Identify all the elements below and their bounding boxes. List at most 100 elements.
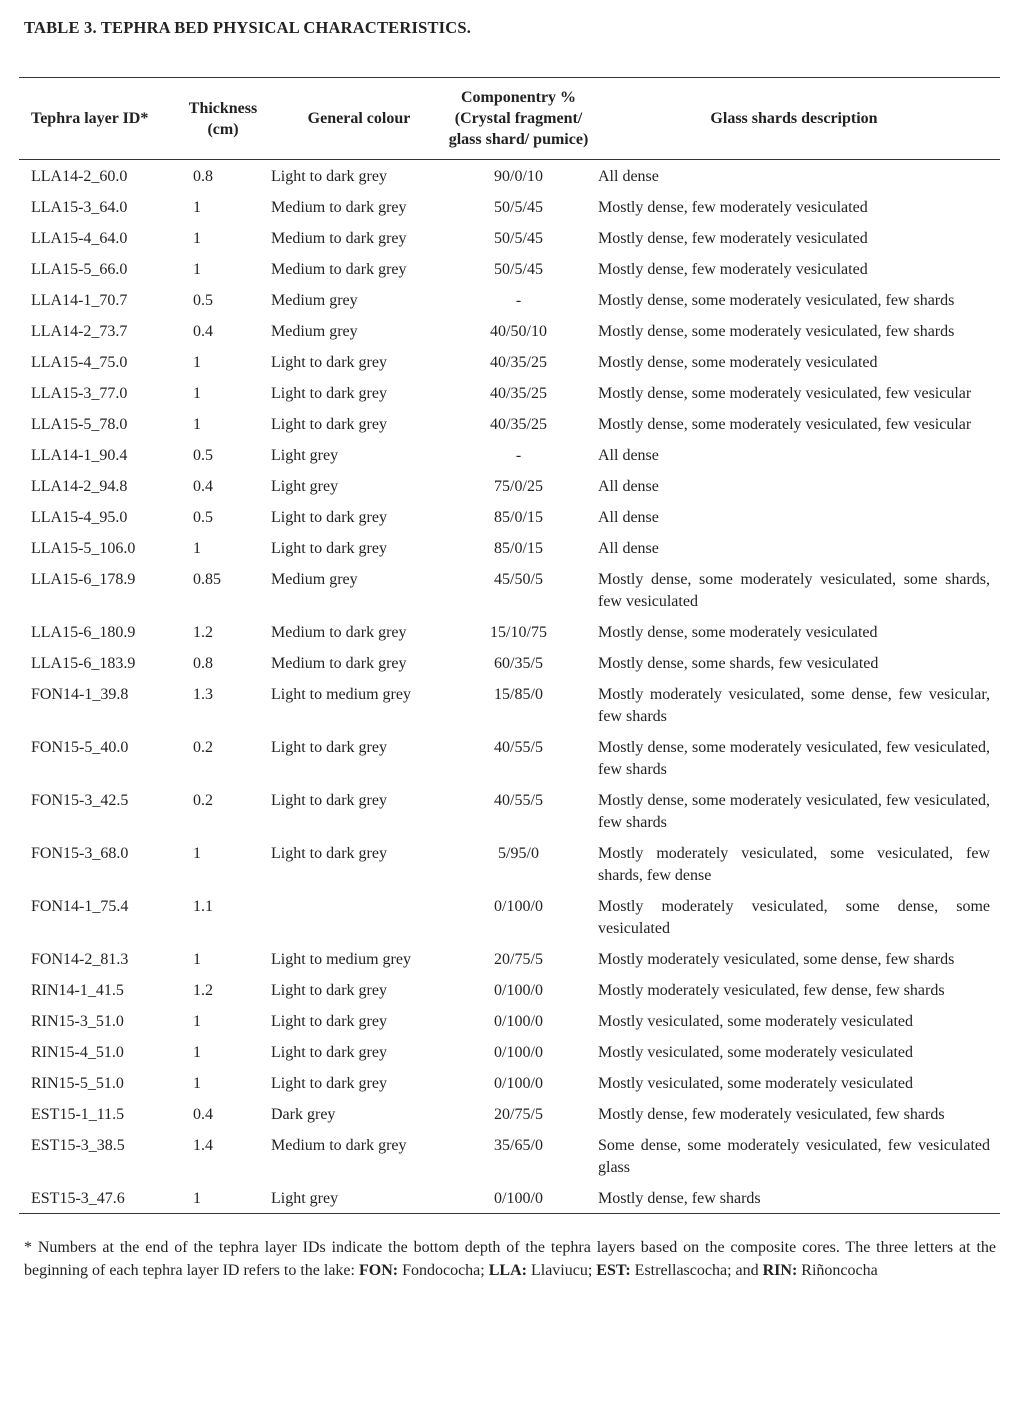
- cell-componentry: 85/0/15: [494, 509, 543, 526]
- cell-thickness: 1: [193, 261, 201, 278]
- cell-description: All dense: [598, 168, 659, 185]
- cell-layer-id: LLA14-2_60.0: [31, 168, 128, 185]
- header-thickness: Thickness (cm): [179, 77, 267, 160]
- cell-description: Mostly moderately vesiculated, few dense…: [598, 982, 945, 999]
- cell-componentry: 40/55/5: [494, 792, 543, 809]
- cell-colour: Light to dark grey: [271, 168, 387, 185]
- header-id: Tephra layer ID*: [19, 77, 179, 160]
- cell-description: Some dense, some moderately vesiculated,…: [598, 1137, 990, 1176]
- cell-componentry: 40/35/25: [490, 416, 547, 433]
- cell-description: Mostly moderately vesiculated, some vesi…: [598, 845, 990, 884]
- cell-thickness: 1.2: [193, 982, 213, 999]
- cell-description: Mostly dense, few moderately vesiculated: [598, 230, 868, 247]
- header-description: Glass shards description: [590, 77, 1000, 160]
- table-row: LLA15-3_64.0 1 Medium to dark grey 50/5/45 M…: [19, 191, 1000, 222]
- cell-componentry: 0/100/0: [494, 898, 543, 915]
- cell-componentry: 85/0/15: [494, 540, 543, 557]
- cell-description: All dense: [598, 540, 659, 557]
- cell-componentry: 50/5/45: [494, 261, 543, 278]
- table-row: LLA14-1_90.4 0.5 Light grey - All dense: [19, 439, 1000, 470]
- cell-description: Mostly dense, some moderately vesiculate…: [598, 792, 990, 831]
- cell-componentry: 15/10/75: [490, 624, 547, 641]
- table-row: FON14-1_39.8 1.3 Light to medium grey 15/85…: [19, 678, 1000, 731]
- cell-layer-id: FON14-1_75.4: [31, 898, 129, 915]
- cell-description: Mostly dense, some moderately vesiculate…: [598, 323, 955, 340]
- cell-thickness: 0.5: [193, 447, 213, 464]
- cell-componentry: 40/50/10: [490, 323, 547, 340]
- cell-layer-id: LLA15-4_95.0: [31, 509, 128, 526]
- cell-thickness: 1: [193, 951, 201, 968]
- cell-colour: Light to dark grey: [271, 982, 387, 999]
- cell-thickness: 0.5: [193, 509, 213, 526]
- table-row: EST15-3_47.6 1 Light grey 0/100/0 Mostly den…: [19, 1182, 1000, 1214]
- table-row: LLA14-2_73.7 0.4 Medium grey 40/50/10 Mostly…: [19, 315, 1000, 346]
- header-colour: General colour: [267, 77, 447, 160]
- cell-thickness: 1: [193, 230, 201, 247]
- table-row: EST15-1_11.5 0.4 Dark grey 20/75/5 Mostly de…: [19, 1098, 1000, 1129]
- cell-componentry: 5/95/0: [498, 845, 539, 862]
- cell-componentry: 0/100/0: [494, 1013, 543, 1030]
- cell-componentry: 0/100/0: [494, 1044, 543, 1061]
- table-row: LLA15-6_178.9 0.85 Medium grey 45/50/5 Mostl…: [19, 563, 1000, 616]
- cell-thickness: 1: [193, 1075, 201, 1092]
- cell-componentry: 50/5/45: [494, 230, 543, 247]
- cell-colour: Light to dark grey: [271, 1044, 387, 1061]
- cell-layer-id: LLA15-5_78.0: [31, 416, 128, 433]
- cell-layer-id: EST15-3_47.6: [31, 1190, 125, 1207]
- cell-layer-id: LLA14-2_73.7: [31, 323, 128, 340]
- table-row: FON15-5_40.0 0.2 Light to dark grey 40/55/5…: [19, 731, 1000, 784]
- cell-colour: Light to dark grey: [271, 416, 387, 433]
- table-title: TABLE 3. TEPHRA BED PHYSICAL CHARACTERIS…: [24, 18, 472, 37]
- cell-layer-id: LLA15-4_75.0: [31, 354, 128, 371]
- cell-colour: Light to medium grey: [271, 951, 411, 968]
- footnote-code-rin: RIN:: [762, 1262, 798, 1279]
- cell-description: Mostly moderately vesiculated, some dens…: [598, 686, 990, 725]
- cell-thickness: 1: [193, 540, 201, 557]
- cell-thickness: 1: [193, 1013, 201, 1030]
- table-row: LLA15-5_66.0 1 Medium to dark grey 50/5/45 M…: [19, 253, 1000, 284]
- table-row: FON14-1_75.4 1.1 0/100/0 Mostly moderately …: [19, 890, 1000, 943]
- cell-description: Mostly dense, some moderately vesiculate…: [598, 416, 972, 433]
- table-row: LLA14-2_60.0 0.8 Light to dark grey 90/0/10…: [19, 160, 1000, 192]
- cell-colour: Light to dark grey: [271, 1013, 387, 1030]
- cell-colour: Light grey: [271, 1190, 339, 1207]
- cell-layer-id: FON15-3_42.5: [31, 792, 129, 809]
- cell-thickness: 0.2: [193, 739, 213, 756]
- footnote-name-rin: Riñoncocha: [797, 1262, 878, 1279]
- cell-colour: Medium grey: [271, 571, 358, 588]
- cell-description: All dense: [598, 447, 659, 464]
- header-componentry: Componentry % (Crystal fragment/ glass s…: [447, 77, 590, 160]
- table-body: LLA14-2_60.0 0.8 Light to dark grey 90/0/10…: [19, 160, 1000, 1214]
- cell-description: Mostly dense, some moderately vesiculate…: [598, 739, 990, 778]
- table-row: LLA14-1_70.7 0.5 Medium grey - Mostly dense,…: [19, 284, 1000, 315]
- cell-layer-id: LLA15-4_64.0: [31, 230, 128, 247]
- cell-colour: Light grey: [271, 478, 339, 495]
- cell-colour: Light to dark grey: [271, 792, 387, 809]
- cell-thickness: 0.4: [193, 1106, 213, 1123]
- cell-description: Mostly dense, few moderately vesiculated: [598, 261, 868, 278]
- cell-componentry: 20/75/5: [494, 951, 543, 968]
- cell-description: Mostly vesiculated, some moderately vesi…: [598, 1044, 914, 1061]
- cell-description: Mostly dense, some moderately vesiculate…: [598, 354, 878, 371]
- cell-layer-id: RIN15-4_51.0: [31, 1044, 124, 1061]
- table-row: EST15-3_38.5 1.4 Medium to dark grey 35/65/…: [19, 1129, 1000, 1182]
- cell-description: Mostly vesiculated, some moderately vesi…: [598, 1013, 914, 1030]
- cell-layer-id: FON14-2_81.3: [31, 951, 129, 968]
- cell-thickness: 1.2: [193, 624, 213, 641]
- cell-layer-id: LLA15-6_180.9: [31, 624, 136, 641]
- cell-layer-id: EST15-1_11.5: [31, 1106, 125, 1123]
- cell-componentry: 20/75/5: [494, 1106, 543, 1123]
- footnote-name-fon: Fondococha;: [398, 1262, 489, 1279]
- cell-description: Mostly dense, some moderately vesiculate…: [598, 385, 972, 402]
- table-row: LLA15-6_183.9 0.8 Medium to dark grey 60/35…: [19, 647, 1000, 678]
- cell-colour: Medium to dark grey: [271, 655, 407, 672]
- cell-thickness: 0.4: [193, 323, 213, 340]
- table-row: FON15-3_42.5 0.2 Light to dark grey 40/55/5…: [19, 784, 1000, 837]
- cell-thickness: 0.8: [193, 168, 213, 185]
- cell-colour: Medium to dark grey: [271, 261, 407, 278]
- cell-thickness: 0.2: [193, 792, 213, 809]
- cell-componentry: 40/55/5: [494, 739, 543, 756]
- cell-colour: [267, 890, 447, 943]
- cell-colour: Light to dark grey: [271, 354, 387, 371]
- cell-layer-id: FON15-3_68.0: [31, 845, 129, 862]
